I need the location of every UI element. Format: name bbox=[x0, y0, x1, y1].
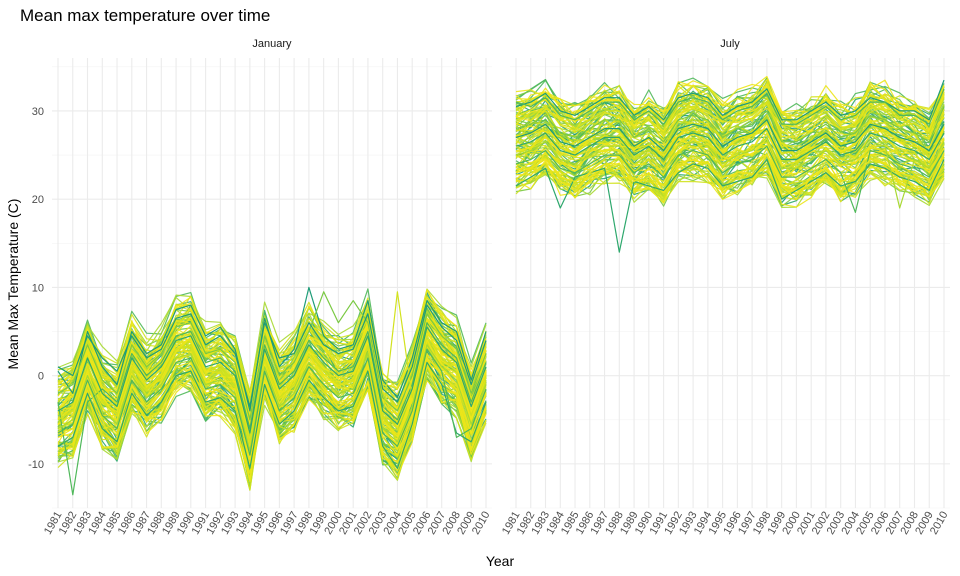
series-line-bundle bbox=[515, 83, 945, 125]
series-line-bundle bbox=[57, 288, 487, 399]
series-line bbox=[57, 344, 487, 452]
series-line-bundle bbox=[515, 151, 945, 198]
chart-title: Mean max temperature over time bbox=[20, 6, 270, 25]
y-axis-label: Mean Max Temperature (C) bbox=[5, 199, 21, 370]
series-line bbox=[57, 361, 487, 469]
y-tick-label: 0 bbox=[38, 371, 44, 383]
series-line-bundle bbox=[57, 316, 487, 427]
series-line-bundle bbox=[515, 164, 945, 208]
series-line bbox=[515, 136, 945, 209]
series-line-bundle bbox=[515, 156, 945, 196]
series-line-bundle bbox=[57, 289, 487, 407]
series-line bbox=[515, 128, 945, 161]
series-line-bundle bbox=[515, 119, 945, 162]
series-line bbox=[515, 158, 945, 253]
facet-label: July bbox=[720, 38, 740, 50]
series-line-bundle bbox=[515, 94, 945, 138]
y-tick-label: 20 bbox=[32, 194, 44, 206]
series-line bbox=[57, 304, 487, 408]
series-line bbox=[515, 119, 945, 152]
facet-panels: January-10010203019811982198319841985198… bbox=[28, 38, 951, 537]
series-line-bundle bbox=[515, 154, 945, 201]
series-line bbox=[515, 88, 945, 125]
series-line bbox=[57, 348, 487, 456]
series-line-bundle bbox=[515, 137, 945, 179]
series-line-bundle bbox=[515, 144, 945, 182]
series-line-bundle bbox=[515, 86, 945, 133]
y-tick-label: -10 bbox=[28, 459, 44, 471]
series-line bbox=[515, 79, 945, 121]
facet-panel-july: July198119821983198419851986198719881989… bbox=[500, 38, 951, 537]
series-line bbox=[57, 326, 487, 434]
series-line bbox=[57, 353, 487, 461]
series-line-bundle bbox=[515, 147, 945, 194]
facet-panel-january: January-10010203019811982198319841985198… bbox=[28, 38, 493, 537]
facet-label: January bbox=[252, 38, 292, 50]
series-line-bundle bbox=[515, 102, 945, 145]
series-line-bundle bbox=[515, 159, 945, 208]
series-line bbox=[57, 291, 487, 443]
y-tick-label: 10 bbox=[32, 282, 44, 294]
series-line-bundle bbox=[515, 122, 945, 167]
series-line bbox=[57, 322, 487, 496]
series-line bbox=[515, 106, 945, 143]
series-line bbox=[515, 145, 945, 213]
series-line-bundle bbox=[515, 154, 945, 198]
series-line bbox=[515, 97, 945, 134]
series-line-bundle bbox=[515, 132, 945, 176]
series-line bbox=[57, 291, 487, 421]
x-axis-label: Year bbox=[486, 553, 515, 569]
series-line bbox=[515, 154, 945, 200]
y-tick-label: 30 bbox=[32, 106, 44, 118]
